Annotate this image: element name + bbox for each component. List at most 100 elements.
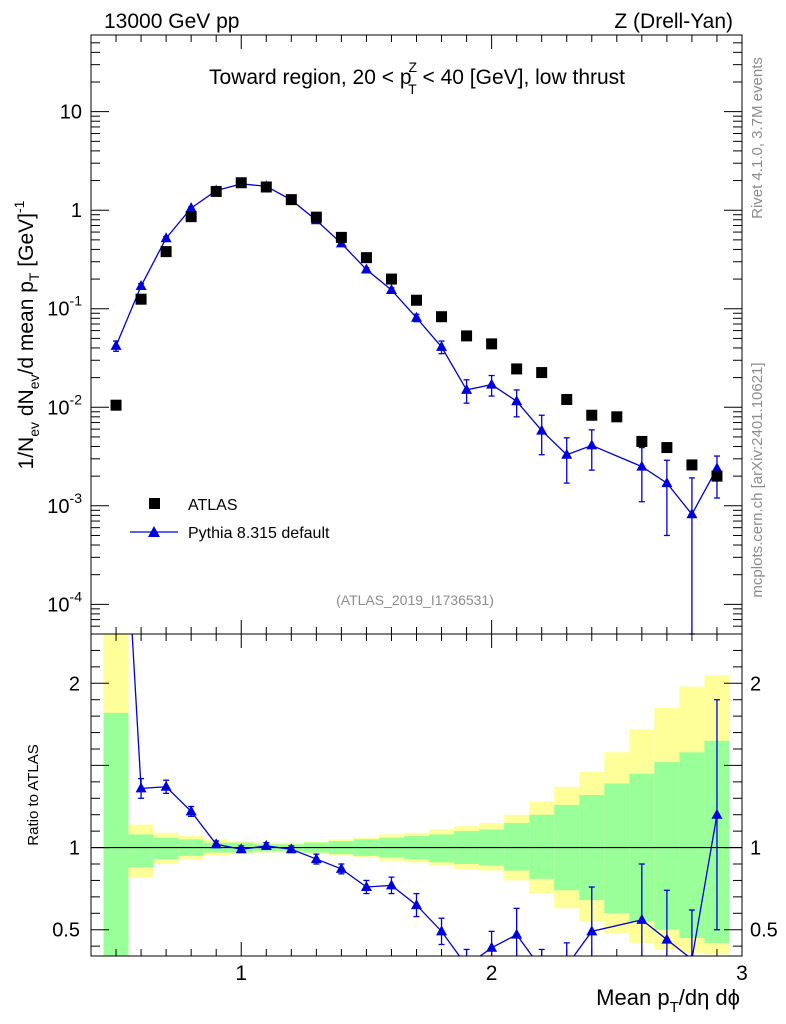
ratio-point — [690, 953, 694, 956]
ratio-point — [511, 928, 523, 939]
ratio-point — [260, 839, 272, 850]
ratio-series-line — [131, 634, 718, 956]
y-tick-label: 10-1 — [47, 293, 82, 321]
atlas-point — [411, 294, 422, 306]
atlas-point — [586, 409, 598, 421]
x-tick-label: 3 — [736, 962, 748, 985]
legend-atlas-label: ATLAS — [188, 497, 238, 514]
ratio-point — [160, 780, 172, 791]
main-points — [110, 177, 723, 635]
ratio-point — [360, 881, 372, 891]
band-inner-bin — [153, 837, 179, 860]
mcplots-label: mcplots.cern.ch [arXiv:2401.10621] — [749, 362, 766, 597]
x-axis-label: Mean pT/dη dϕ — [596, 985, 740, 1016]
ratio-point — [711, 808, 723, 819]
header-left-label: 13000 GeV pp — [104, 10, 239, 33]
pythia-point — [536, 424, 548, 435]
atlas-point — [711, 470, 723, 482]
atlas-point — [561, 393, 573, 405]
atlas-point — [511, 363, 523, 375]
band-inner-bin — [604, 783, 630, 914]
pythia-point — [135, 280, 147, 291]
pythia-point — [436, 340, 448, 351]
ratio-point — [185, 805, 197, 816]
ratio-point — [210, 838, 222, 849]
legend-atlas-marker — [149, 498, 160, 509]
y-tick-label: 1 — [71, 200, 82, 222]
atlas-point — [360, 252, 372, 264]
atlas-point — [486, 338, 498, 350]
y-tick-label: 10-2 — [47, 391, 82, 419]
ratio-point — [661, 933, 673, 944]
legend-pythia-label: Pythia 8.315 default — [188, 525, 330, 542]
atlas-point — [661, 442, 673, 454]
atlas-point — [260, 181, 272, 193]
atlas-point — [110, 399, 122, 411]
atlas-point — [436, 311, 448, 323]
atlas-point — [160, 246, 172, 258]
ratio-point — [536, 963, 547, 973]
band-inner-bin — [529, 814, 555, 879]
pythia-series-line — [115, 183, 718, 516]
ratio-point — [285, 843, 297, 854]
atlas-point — [385, 273, 397, 285]
ratio-tick-label: 1 — [69, 838, 80, 860]
ratio-point — [561, 960, 572, 970]
main-plot-frame — [90, 34, 743, 635]
ratio-tick-label-right: 1 — [750, 838, 761, 860]
pythia-point — [185, 202, 197, 213]
pythia-point — [160, 232, 172, 243]
legend-pythia-marker — [148, 526, 160, 537]
atlas-point — [285, 194, 297, 206]
ratio-tick-label: 2 — [69, 673, 80, 695]
pythia-point — [561, 448, 573, 459]
atlas-point — [335, 231, 347, 243]
pythia-point — [636, 460, 648, 471]
ratio-point — [486, 941, 498, 952]
x-tick-label: 2 — [486, 962, 498, 985]
rivet-version-label: Rivet 4.1.0, 3.7M events — [749, 57, 766, 219]
analysis-watermark: (ATLAS_2019_I1736531) — [336, 592, 494, 608]
ratio-point — [411, 899, 422, 910]
y-tick-label: 10 — [60, 102, 82, 124]
atlas-point — [636, 435, 648, 447]
atlas-point — [536, 367, 548, 379]
band-inner-bin — [128, 834, 154, 868]
pythia-point — [486, 378, 498, 389]
ratio-point — [586, 925, 598, 936]
pythia-point — [461, 383, 473, 394]
atlas-point — [210, 185, 222, 197]
ratio-point — [235, 843, 247, 854]
ratio-point — [335, 862, 347, 873]
header-right-label: Z (Drell-Yan) — [614, 10, 733, 33]
atlas-point — [235, 177, 247, 189]
y-tick-label: 10-4 — [47, 588, 82, 616]
atlas-point — [461, 330, 473, 342]
atlas-point — [310, 211, 322, 223]
ratio-plot-frame — [90, 633, 743, 957]
pythia-point — [711, 462, 723, 473]
atlas-point — [135, 293, 147, 305]
band-inner-bin — [429, 834, 455, 863]
ratio-point — [436, 925, 448, 936]
pythia-point — [110, 339, 122, 350]
band-inner-bin — [679, 752, 705, 938]
ratio-point — [385, 879, 397, 890]
pythia-point — [385, 283, 397, 294]
pythia-point — [511, 395, 523, 406]
y-axis-label: 1/Nev dNev/d mean pT [GeV]-1 — [11, 200, 42, 469]
band-inner-bin — [504, 822, 530, 871]
ratio-point — [310, 853, 322, 864]
atlas-point — [686, 459, 698, 471]
band-inner-bin — [103, 712, 129, 956]
pythia-point — [686, 508, 698, 519]
x-tick-label: 1 — [235, 962, 247, 985]
atlas-point — [185, 211, 197, 223]
ratio-uncertainty-bands — [91, 634, 742, 956]
plot-title: Toward region, 20 < pZ T < 40 [GeV], low … — [209, 59, 625, 97]
pythia-point — [586, 439, 598, 450]
ratio-point — [636, 913, 648, 924]
ratio-point — [461, 960, 472, 970]
ratio-tick-label: 0.5 — [52, 920, 80, 942]
legend: ATLAS Pythia 8.315 default — [130, 497, 330, 542]
